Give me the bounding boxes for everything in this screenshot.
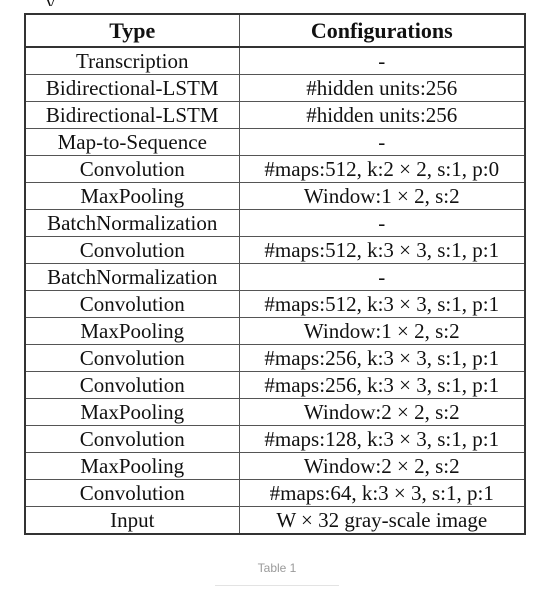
cell-configuration: W × 32 gray-scale image	[238, 506, 526, 535]
cell-type: BatchNormalization	[24, 263, 240, 291]
cell-type: Convolution	[24, 155, 240, 183]
table-row: MaxPooling Window:1 × 2, s:2	[24, 317, 526, 345]
table-row: BatchNormalization -	[24, 209, 526, 237]
cell-type: Bidirectional-LSTM	[24, 74, 240, 102]
cell-type: Input	[24, 506, 240, 535]
table-row: MaxPooling Window:1 × 2, s:2	[24, 182, 526, 210]
cell-type: Bidirectional-LSTM	[24, 101, 240, 129]
cell-type: MaxPooling	[24, 317, 240, 345]
cell-type: MaxPooling	[24, 452, 240, 480]
table-row: Bidirectional-LSTM #hidden units:256	[24, 74, 526, 102]
cell-configuration: Window:2 × 2, s:2	[238, 398, 526, 426]
cell-type: Transcription	[24, 46, 240, 75]
cell-type: Convolution	[24, 425, 240, 453]
header-type: Type	[24, 13, 240, 48]
cell-configuration: #maps:64, k:3 × 3, s:1, p:1	[238, 479, 526, 507]
table-row: MaxPooling Window:2 × 2, s:2	[24, 452, 526, 480]
table-row: Bidirectional-LSTM #hidden units:256	[24, 101, 526, 129]
cell-type: Convolution	[24, 290, 240, 318]
cell-type: Convolution	[24, 236, 240, 264]
cell-type: MaxPooling	[24, 182, 240, 210]
cell-type: MaxPooling	[24, 398, 240, 426]
cell-configuration: #hidden units:256	[238, 101, 526, 129]
table-row: Convolution #maps:256, k:3 × 3, s:1, p:1	[24, 344, 526, 372]
cell-configuration: -	[238, 46, 526, 75]
table-row: Convolution #maps:256, k:3 × 3, s:1, p:1	[24, 371, 526, 399]
table-row: Input W × 32 gray-scale image	[24, 506, 526, 535]
cell-configuration: #maps:256, k:3 × 3, s:1, p:1	[238, 344, 526, 372]
cell-configuration: Window:1 × 2, s:2	[238, 182, 526, 210]
cell-type: BatchNormalization	[24, 209, 240, 237]
cell-configuration: Window:2 × 2, s:2	[238, 452, 526, 480]
cell-configuration: #maps:256, k:3 × 3, s:1, p:1	[238, 371, 526, 399]
cell-configuration: -	[238, 209, 526, 237]
table-header-row: Type Configurations	[24, 13, 526, 48]
table-row: Transcription -	[24, 46, 526, 75]
architecture-table: Type Configurations Transcription - Bidire…	[24, 13, 526, 535]
cell-type: Convolution	[24, 479, 240, 507]
table-caption: Table 1	[257, 561, 297, 575]
cell-configuration: -	[238, 128, 526, 156]
cell-configuration: -	[238, 263, 526, 291]
caption-divider	[215, 585, 339, 586]
table-row: Convolution #maps:64, k:3 × 3, s:1, p:1	[24, 479, 526, 507]
table-row: Map-to-Sequence -	[24, 128, 526, 156]
cell-configuration: #maps:512, k:3 × 3, s:1, p:1	[238, 236, 526, 264]
header-configurations: Configurations	[238, 13, 526, 48]
table-row: Convolution #maps:512, k:3 × 3, s:1, p:1	[24, 290, 526, 318]
cell-configuration: #maps:512, k:3 × 3, s:1, p:1	[238, 290, 526, 318]
table-row: Convolution #maps:512, k:2 × 2, s:1, p:0	[24, 155, 526, 183]
table-row: BatchNormalization -	[24, 263, 526, 291]
table-row: MaxPooling Window:2 × 2, s:2	[24, 398, 526, 426]
cell-configuration: #maps:128, k:3 × 3, s:1, p:1	[238, 425, 526, 453]
clipped-text-fragment: y	[46, 0, 60, 6]
cell-type: Convolution	[24, 371, 240, 399]
cell-configuration: #maps:512, k:2 × 2, s:1, p:0	[238, 155, 526, 183]
cell-configuration: #hidden units:256	[238, 74, 526, 102]
cell-type: Map-to-Sequence	[24, 128, 240, 156]
table-body: Transcription - Bidirectional-LSTM #hidden …	[24, 46, 526, 535]
cell-type: Convolution	[24, 344, 240, 372]
table-row: Convolution #maps:512, k:3 × 3, s:1, p:1	[24, 236, 526, 264]
cell-configuration: Window:1 × 2, s:2	[238, 317, 526, 345]
table-row: Convolution #maps:128, k:3 × 3, s:1, p:1	[24, 425, 526, 453]
